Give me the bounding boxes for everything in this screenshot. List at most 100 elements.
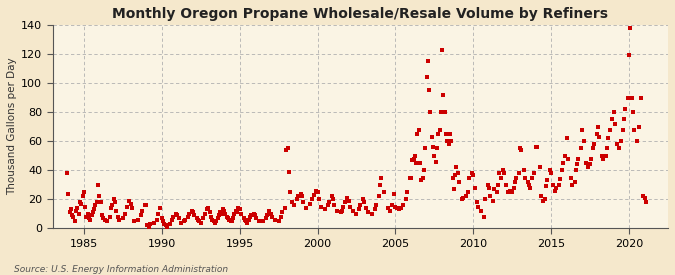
Point <box>587 146 598 151</box>
Point <box>227 216 238 221</box>
Point <box>159 222 169 226</box>
Point <box>338 204 349 209</box>
Point <box>207 218 218 222</box>
Point <box>265 212 276 216</box>
Point <box>95 200 106 204</box>
Point <box>570 168 581 172</box>
Point <box>78 190 89 194</box>
Point <box>64 210 75 214</box>
Point <box>542 178 553 183</box>
Point <box>431 146 442 151</box>
Point <box>144 222 155 226</box>
Point <box>140 203 151 207</box>
Point <box>313 197 324 202</box>
Point <box>634 125 645 129</box>
Point <box>172 213 183 218</box>
Point <box>211 219 221 223</box>
Point <box>344 204 355 209</box>
Point <box>483 186 494 190</box>
Point <box>140 203 151 207</box>
Point <box>155 206 166 210</box>
Point <box>359 200 370 204</box>
Point <box>105 214 115 219</box>
Point <box>73 212 84 216</box>
Point <box>395 206 406 210</box>
Point <box>241 219 252 223</box>
Point <box>360 206 371 210</box>
Point <box>458 196 468 200</box>
Point <box>229 212 240 216</box>
Point <box>157 216 167 221</box>
Point <box>378 190 389 194</box>
Point <box>469 186 480 190</box>
Point <box>522 180 533 184</box>
Point <box>569 180 580 184</box>
Point <box>186 209 197 213</box>
Point <box>327 194 338 199</box>
Point <box>589 142 599 146</box>
Point <box>617 127 628 132</box>
Point <box>213 213 224 218</box>
Point <box>308 193 319 197</box>
Point <box>367 212 377 216</box>
Point <box>604 127 615 132</box>
Point <box>91 200 102 204</box>
Point <box>261 213 272 218</box>
Point <box>430 159 441 164</box>
Point <box>209 220 220 225</box>
Point <box>89 207 100 212</box>
Point <box>74 200 85 204</box>
Point <box>463 190 474 194</box>
Point <box>180 218 190 222</box>
Point <box>160 223 171 228</box>
Point <box>510 180 520 184</box>
Point <box>632 139 643 143</box>
Point <box>608 110 619 114</box>
Point <box>230 209 241 213</box>
Point <box>402 190 412 194</box>
Point <box>578 139 589 143</box>
Point <box>445 132 456 136</box>
Point <box>476 209 487 213</box>
Point <box>603 136 614 141</box>
Point <box>534 165 545 170</box>
Point <box>224 218 235 222</box>
Point <box>142 223 153 228</box>
Point <box>242 220 253 225</box>
Point <box>267 214 277 219</box>
Point <box>456 197 467 202</box>
Point <box>612 142 623 146</box>
Point <box>117 216 128 221</box>
Point <box>109 200 120 204</box>
Point <box>171 212 182 216</box>
Point <box>164 222 175 226</box>
Point <box>480 197 491 202</box>
Point <box>340 200 350 204</box>
Point <box>525 186 536 190</box>
Point <box>173 216 184 221</box>
Point <box>443 142 454 146</box>
Point <box>304 202 315 206</box>
Point <box>206 214 217 219</box>
Point <box>240 218 250 222</box>
Point <box>600 153 611 158</box>
Point <box>425 110 436 114</box>
Point <box>554 183 564 187</box>
Point <box>310 188 321 193</box>
Point <box>582 165 593 170</box>
Point <box>541 184 551 188</box>
Point <box>406 175 416 180</box>
Point <box>63 191 74 196</box>
Point <box>531 145 542 149</box>
Point <box>276 214 287 219</box>
Point <box>76 202 86 206</box>
Point <box>178 219 189 223</box>
Point <box>446 139 456 143</box>
Point <box>382 206 393 210</box>
Point <box>514 146 525 151</box>
Point <box>92 183 103 187</box>
Point <box>362 210 373 214</box>
Point <box>607 117 618 122</box>
Point <box>369 207 380 212</box>
Point <box>202 207 213 212</box>
